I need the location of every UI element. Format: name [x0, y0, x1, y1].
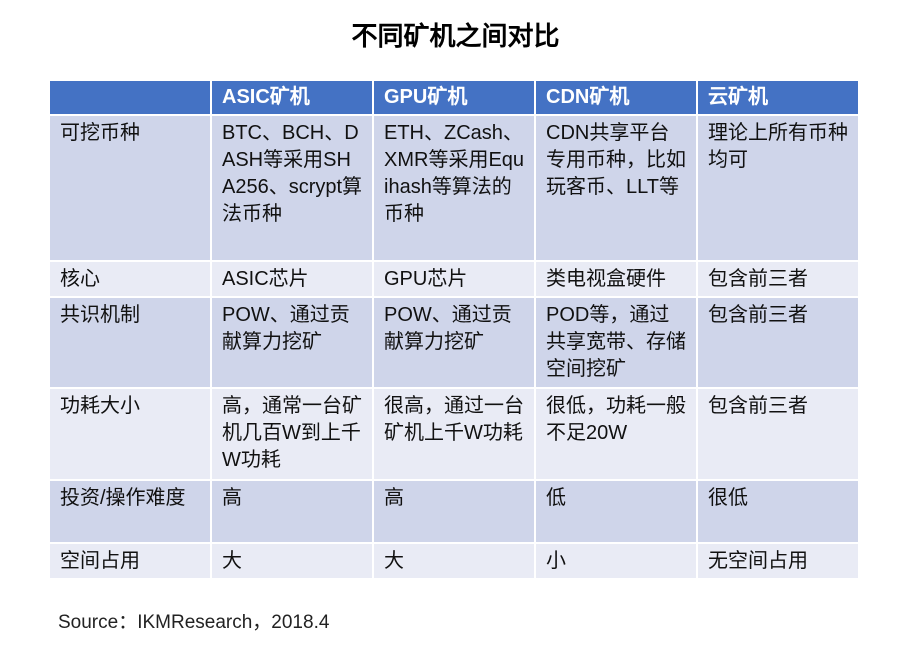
table-row: 共识机制 POW、通过贡献算力挖矿 POW、通过贡献算力挖矿 POD等，通过共享宽带、… — [48, 296, 860, 389]
column-header: 云矿机 — [696, 79, 860, 116]
title: 不同矿机之间对比 — [351, 21, 560, 51]
table-cell: 很高，通过一台矿机上千W功耗 — [372, 387, 536, 481]
comparison-table: ASIC矿机 GPU矿机 CDN矿机 云矿机 可挖币种 BTC、BCH、DASH等采用S… — [48, 79, 860, 580]
table-cell: POW、通过贡献算力挖矿 — [210, 296, 374, 389]
table-cell: 高 — [210, 479, 374, 544]
column-header — [48, 79, 212, 116]
column-header: ASIC矿机 — [210, 79, 374, 116]
table-cell: 包含前三者 — [696, 260, 860, 298]
column-header: GPU矿机 — [372, 79, 536, 116]
header-row: ASIC矿机 GPU矿机 CDN矿机 云矿机 — [48, 79, 860, 116]
table-cell: 高 — [372, 479, 536, 544]
table-cell: 大 — [372, 542, 536, 580]
table-cell: GPU芯片 — [372, 260, 536, 298]
table-cell: POW、通过贡献算力挖矿 — [372, 296, 536, 389]
row-header: 核心 — [48, 260, 212, 298]
table-cell: 包含前三者 — [696, 296, 860, 389]
source-note: Source：IKMResearch，2018.4 — [58, 612, 330, 633]
table-cell: 很低 — [696, 479, 860, 544]
table-cell: 大 — [210, 542, 374, 580]
row-header: 共识机制 — [48, 296, 212, 389]
table-row: 投资/操作难度高高低很低 — [48, 479, 860, 544]
table-cell: 低 — [534, 479, 698, 544]
table-cell: 无空间占用 — [696, 542, 860, 580]
row-header: 投资/操作难度 — [48, 479, 212, 544]
row-header: 功耗大小 — [48, 387, 212, 481]
row-header: 可挖币种 — [48, 114, 212, 262]
table-cell: 小 — [534, 542, 698, 580]
table-cell: 包含前三者 — [696, 387, 860, 481]
table-cell: 很低，功耗一般不足20W — [534, 387, 698, 481]
table-cell: 类电视盒硬件 — [534, 260, 698, 298]
table-cell: ASIC芯片 — [210, 260, 374, 298]
table-row: 空间占用大大小无空间占用 — [48, 542, 860, 580]
table-row: 功耗大小 高，通常一台矿机几百W到上千W功耗 很高，通过一台矿机上千W功耗 很低，功耗… — [48, 387, 860, 481]
table-cell: CDN共享平台专用币种，比如玩客币、LLT等 — [534, 114, 698, 262]
row-header: 空间占用 — [48, 542, 212, 580]
table-row: 核心 ASIC芯片 GPU芯片 类电视盒硬件 包含前三者 — [48, 260, 860, 298]
table-cell: 高，通常一台矿机几百W到上千W功耗 — [210, 387, 374, 481]
column-header: CDN矿机 — [534, 79, 698, 116]
table-cell: BTC、BCH、DASH等采用SHA256、scrypt算法币种 — [210, 114, 374, 262]
table-cell: ETH、ZCash、XMR等采用Equihash等算法的币种 — [372, 114, 536, 262]
table-cell: POD等，通过共享宽带、存储空间挖矿 — [534, 296, 698, 389]
table-cell: 理论上所有币种均可 — [696, 114, 860, 262]
table-row: 可挖币种 BTC、BCH、DASH等采用SHA256、scrypt算法币种 ETH、… — [48, 114, 860, 262]
